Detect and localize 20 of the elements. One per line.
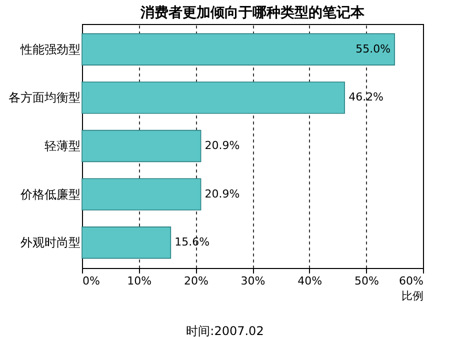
data-label: 55.0% [356, 42, 391, 56]
x-tick-label: 0% [82, 274, 100, 288]
x-tick-label: 20% [184, 274, 208, 288]
x-tick-label: 30% [240, 274, 266, 288]
y-tick-label: 轻薄型 [44, 139, 80, 153]
chart-title: 消费者更加倾向于哪种类型的笔记本 [140, 5, 366, 21]
x-tick-label: 50% [354, 274, 379, 288]
y-tick-label: 外观时尚型 [20, 236, 80, 250]
text: 时间:2007.02 [186, 324, 264, 337]
y-tick-label: 价格低廉型 [20, 187, 80, 202]
x-axis-title: 比例 [402, 290, 424, 302]
data-label: 20.9% [204, 139, 240, 152]
data-label: 20.9% [204, 187, 240, 200]
x-tick-label: 10% [127, 274, 152, 288]
y-tick-label: 各方面均衡型 [8, 90, 80, 105]
x-tick-label: 40% [298, 274, 322, 288]
x-tick-label: 60% [399, 274, 424, 288]
data-label: 46.2% [348, 90, 384, 104]
data-label: 15.6% [174, 236, 210, 249]
y-tick-label: 性能强劲型 [20, 42, 80, 56]
